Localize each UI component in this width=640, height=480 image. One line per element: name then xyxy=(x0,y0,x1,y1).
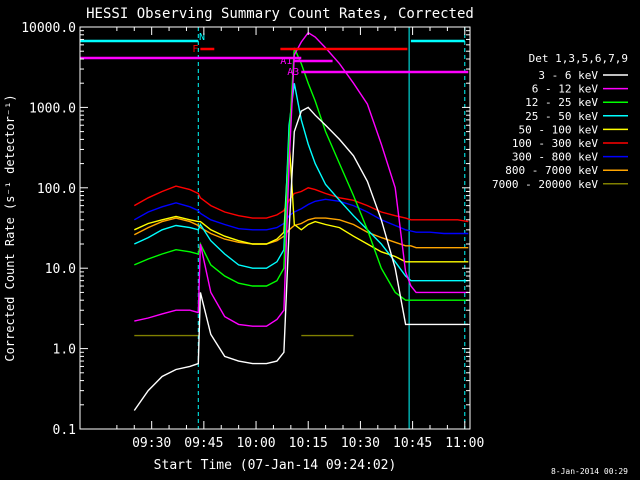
x-tick-label: 10:45 xyxy=(393,436,432,451)
y-tick-label: 1.0 xyxy=(53,343,76,358)
legend-label: 300 - 800 keV xyxy=(512,151,598,164)
legend-label: 25 - 50 keV xyxy=(525,110,598,123)
legend-label: 3 - 6 keV xyxy=(538,69,598,82)
legend-label: 800 - 7000 keV xyxy=(505,164,598,177)
x-axis-label: Start Time (07-Jan-14 09:24:02) xyxy=(154,458,397,473)
legend-label: 6 - 12 keV xyxy=(532,83,599,96)
y-tick-label: 0.1 xyxy=(53,423,76,438)
series-line-12-25keV xyxy=(134,47,469,301)
series-line-100-300keV xyxy=(133,185,469,223)
y-axis: 0.1 1.0 10.0 100.0 1000.0 10000.0 xyxy=(21,21,470,438)
series-line-300-800keV xyxy=(133,198,469,235)
series-line-800-7000keV xyxy=(133,217,469,249)
legend-title: Det 1,3,5,6,7,9 xyxy=(529,52,628,65)
y-tick-label: 1000.0 xyxy=(29,101,76,116)
y-tick-label: 100.0 xyxy=(37,182,76,197)
legend-label: 12 - 25 keV xyxy=(525,96,598,109)
series-line-25-50keV xyxy=(134,83,469,282)
x-tick-label: 10:30 xyxy=(341,436,380,451)
series-line-50-100keV xyxy=(134,139,469,263)
x-tick-label: 09:45 xyxy=(184,436,223,451)
x-axis: 09:30 09:45 10:00 10:15 10:30 10:45 11:00 xyxy=(116,27,484,451)
flag-label: A3 xyxy=(287,67,299,78)
flag-label: F xyxy=(192,44,198,55)
x-tick-label: 11:00 xyxy=(445,436,484,451)
flag-label: A1 xyxy=(280,56,292,67)
timestamp: 8-Jan-2014 00:29 xyxy=(551,467,628,476)
series-line-6-12keV xyxy=(134,31,469,327)
legend-label: 100 - 300 keV xyxy=(512,137,598,150)
series-line-3-6keV xyxy=(133,106,469,411)
legend-label: 50 - 100 keV xyxy=(519,123,599,136)
chart-title: HESSI Observing Summary Count Rates, Cor… xyxy=(86,6,474,22)
x-tick-label: 10:00 xyxy=(236,436,275,451)
legend-label: 7000 - 20000 keV xyxy=(492,178,598,191)
y-tick-label: 10.0 xyxy=(45,262,76,277)
y-tick-label: 10000.0 xyxy=(21,21,76,36)
x-tick-label: 10:15 xyxy=(289,436,328,451)
flag-label: N xyxy=(199,32,205,43)
x-tick-label: 09:30 xyxy=(132,436,171,451)
y-axis-label: Corrected Count Rate (s⁻¹ detector⁻¹) xyxy=(3,94,17,361)
plot-frame xyxy=(79,26,471,430)
